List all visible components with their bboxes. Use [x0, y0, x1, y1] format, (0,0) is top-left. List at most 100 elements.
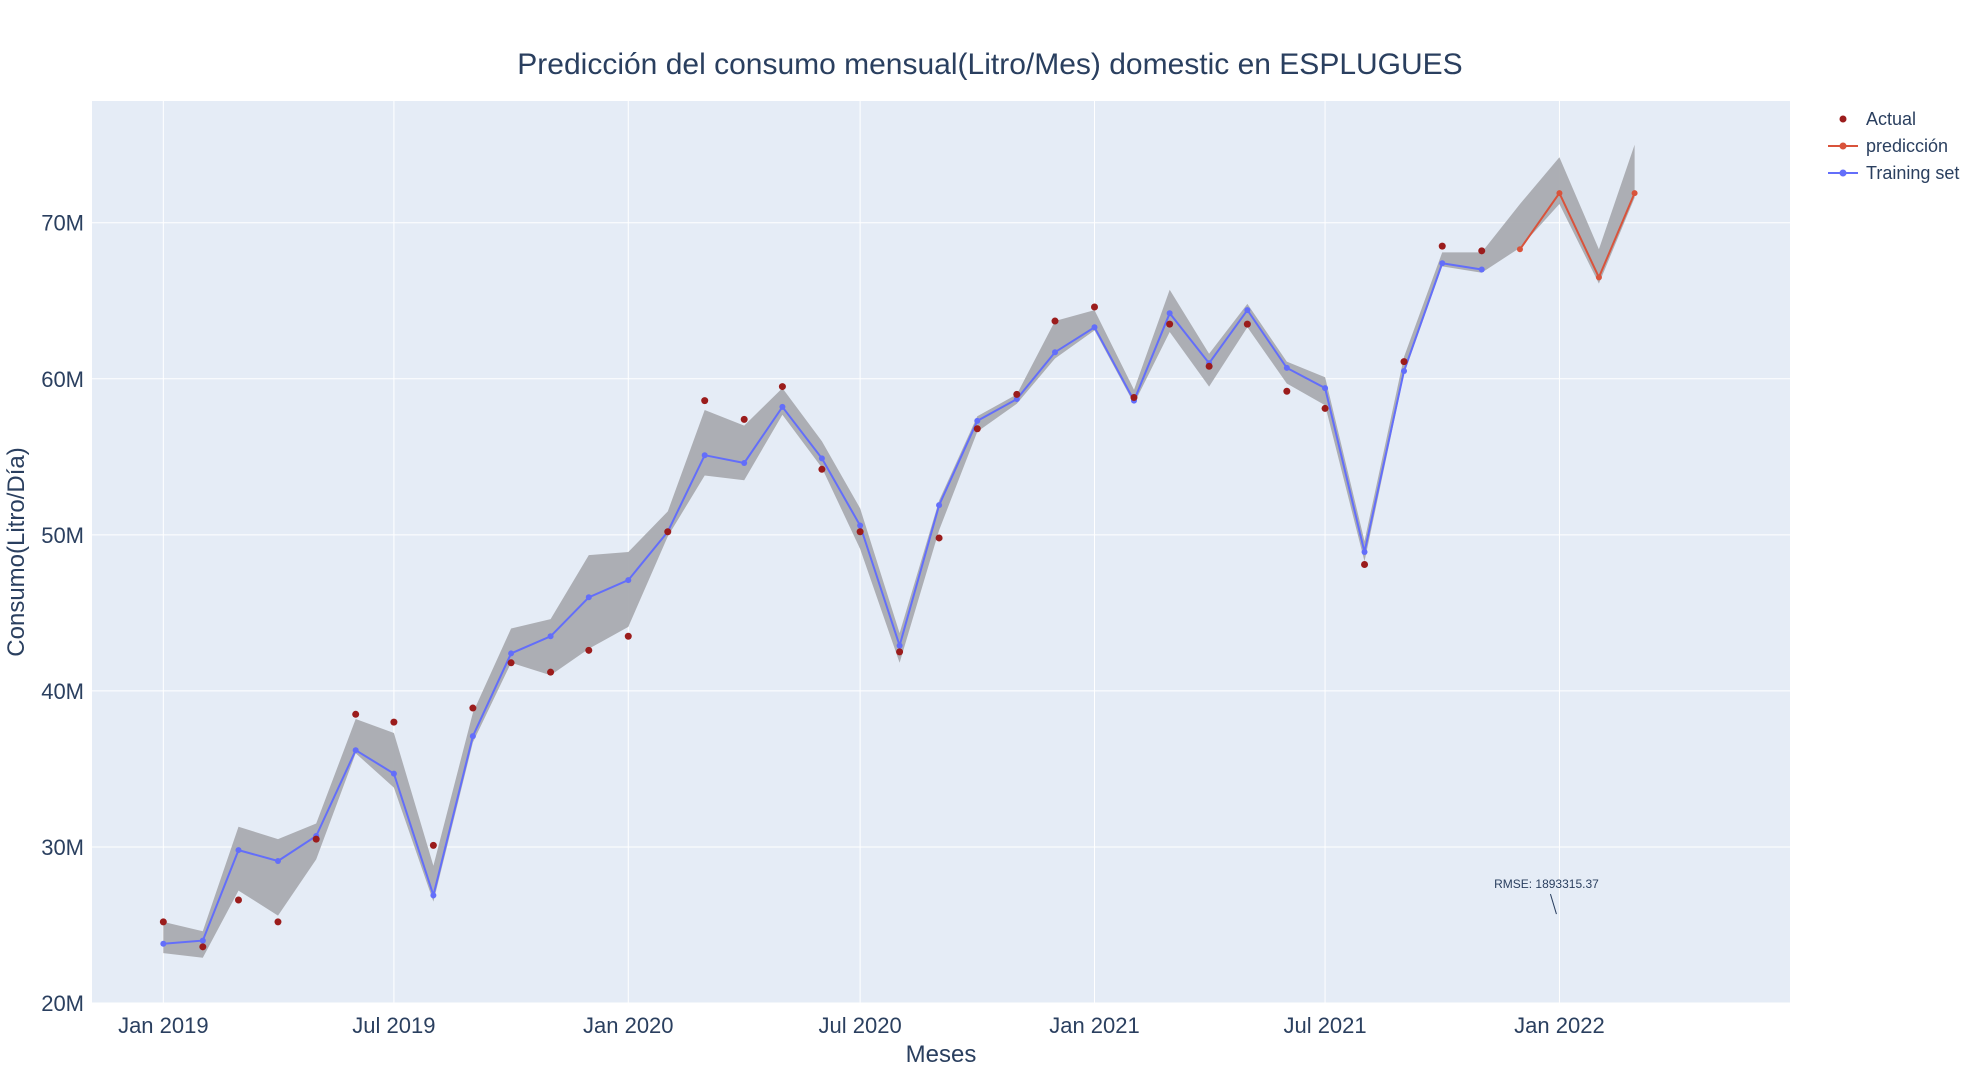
data-point — [624, 632, 632, 640]
series-actual — [159, 242, 1486, 951]
data-point — [1401, 367, 1408, 374]
data-point — [818, 465, 826, 473]
x-tick-label: Jul 2021 — [1283, 1013, 1366, 1038]
data-point — [936, 502, 943, 509]
series-layer — [159, 190, 1638, 951]
data-point — [1130, 394, 1138, 402]
rmse-annotation: RMSE: 1893315.37 — [1494, 877, 1599, 915]
data-point — [430, 892, 437, 899]
data-point — [935, 534, 943, 542]
x-tick-label: Jan 2021 — [1049, 1013, 1140, 1038]
plot-area — [92, 101, 1790, 1003]
legend[interactable]: Actual predicción Training set — [1828, 109, 1959, 183]
data-point — [1013, 390, 1021, 398]
data-point — [547, 633, 554, 640]
confidence-band-layer — [163, 144, 1635, 958]
data-point — [1322, 385, 1329, 392]
confidence-band — [163, 144, 1635, 958]
data-point — [818, 455, 825, 462]
series-line — [1519, 191, 1636, 280]
legend-marker-swatch — [1839, 169, 1847, 177]
data-point — [199, 943, 207, 951]
y-tick-label: 20M — [41, 991, 84, 1016]
data-point — [856, 528, 864, 536]
data-point — [1013, 396, 1020, 403]
data-point — [778, 383, 786, 391]
y-tick-label: 50M — [41, 523, 84, 548]
data-point — [585, 646, 593, 654]
y-tick-label: 40M — [41, 679, 84, 704]
data-point — [974, 417, 981, 424]
data-point — [199, 937, 206, 944]
data-point — [507, 659, 515, 667]
data-point — [664, 528, 672, 536]
data-point — [390, 718, 398, 726]
annotation-label: RMSE: 1893315.37 — [1494, 877, 1599, 891]
annotation-arrow — [1549, 893, 1557, 915]
x-tick-label: Jan 2019 — [118, 1013, 209, 1038]
data-point — [1166, 320, 1174, 328]
data-point — [701, 452, 708, 459]
series-predicci-n — [1516, 190, 1638, 281]
chart-title: Predicción del consumo mensual(Litro/Mes… — [517, 48, 1462, 81]
data-point — [1400, 358, 1408, 366]
data-point — [235, 847, 242, 854]
data-point — [857, 522, 864, 529]
data-point — [159, 918, 167, 926]
gridlines — [92, 101, 1790, 1004]
y-axis-title: Consumo(Litro/Día) — [3, 447, 30, 656]
data-point — [1361, 560, 1369, 568]
data-point — [585, 594, 592, 601]
legend-item-predicci-n[interactable]: predicción — [1828, 136, 1948, 156]
x-axis-title: Meses — [906, 1041, 977, 1068]
data-point — [1439, 260, 1446, 267]
data-point — [1516, 246, 1523, 253]
data-point — [160, 940, 167, 947]
data-point — [973, 425, 981, 433]
data-point — [312, 835, 320, 843]
legend-marker-swatch — [1839, 142, 1847, 150]
data-point — [1052, 349, 1059, 356]
data-point — [429, 841, 437, 849]
data-point — [1478, 247, 1486, 255]
data-point — [701, 397, 709, 405]
data-point — [1283, 364, 1290, 371]
data-point — [740, 415, 748, 423]
data-point — [390, 770, 397, 777]
legend-label: Training set — [1866, 163, 1959, 183]
data-point — [274, 918, 282, 926]
y-tick-label: 30M — [41, 835, 84, 860]
data-point — [1205, 362, 1213, 370]
y-tick-label: 70M — [41, 211, 84, 236]
data-point — [1478, 266, 1485, 273]
data-point — [547, 668, 555, 676]
data-point — [1091, 324, 1098, 331]
legend-item-training-set[interactable]: Training set — [1828, 163, 1959, 183]
data-point — [234, 896, 242, 904]
data-point — [352, 710, 360, 718]
data-point — [1166, 310, 1173, 317]
x-tick-label: Jan 2022 — [1514, 1013, 1605, 1038]
data-point — [274, 857, 281, 864]
data-point — [779, 403, 786, 410]
data-point — [1283, 387, 1291, 395]
data-point — [1438, 242, 1446, 250]
legend-label: predicción — [1866, 136, 1948, 156]
data-point — [352, 747, 359, 754]
data-point — [1321, 404, 1329, 412]
x-tick-label: Jan 2020 — [583, 1013, 674, 1038]
legend-label: Actual — [1866, 109, 1916, 129]
data-point — [896, 642, 903, 649]
legend-marker-swatch — [1839, 115, 1847, 123]
x-tick-label: Jul 2019 — [352, 1013, 435, 1038]
data-point — [1244, 307, 1251, 314]
data-point — [1051, 317, 1059, 325]
data-point — [741, 460, 748, 467]
y-tick-label: 60M — [41, 367, 84, 392]
data-point — [625, 577, 632, 584]
data-point — [469, 704, 477, 712]
data-point — [1556, 190, 1563, 197]
legend-item-actual[interactable]: Actual — [1839, 109, 1917, 129]
